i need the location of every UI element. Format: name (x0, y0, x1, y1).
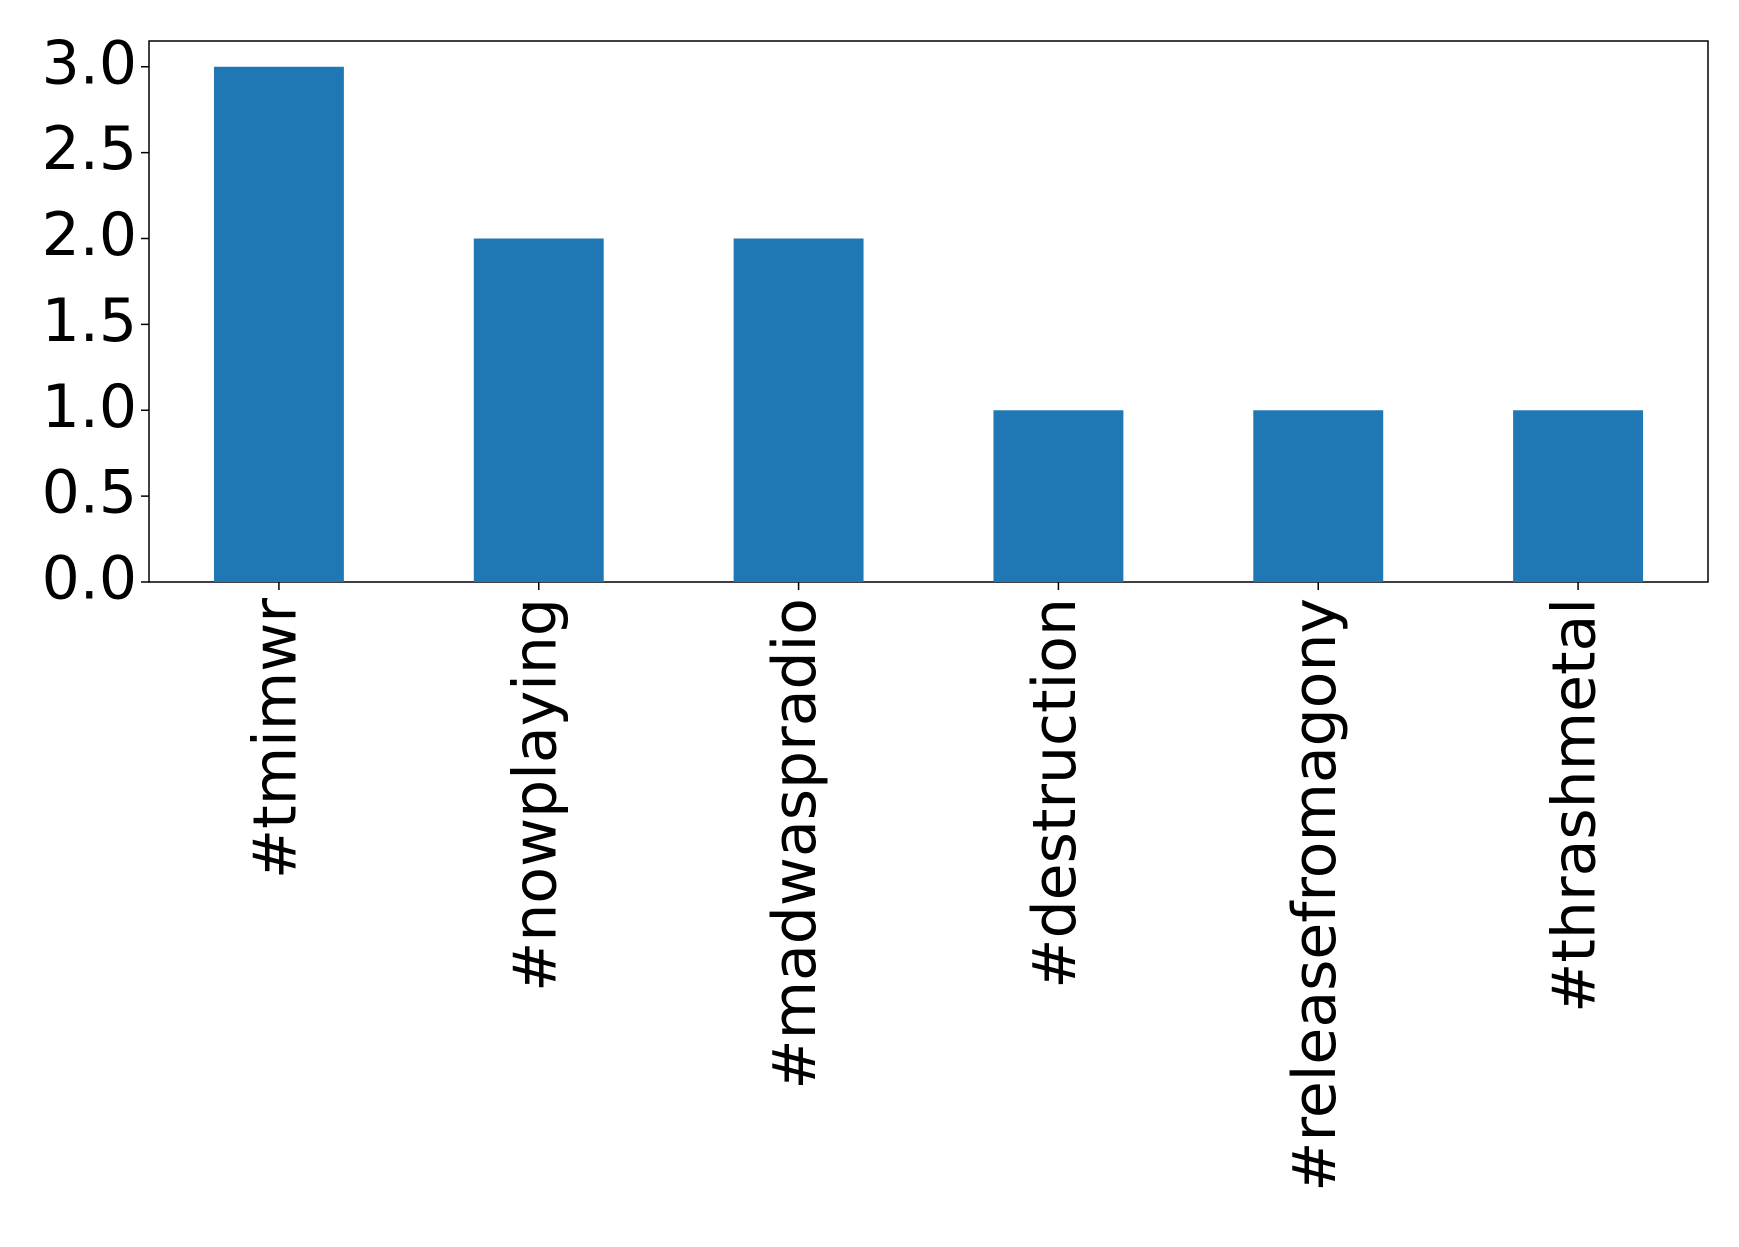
bar (733, 238, 864, 582)
bar (213, 66, 344, 582)
bar (993, 410, 1124, 582)
y-tick-label: 0.5 (42, 458, 137, 528)
x-tick-label: #destruction (1020, 598, 1090, 989)
x-tick-label: #releasefromagony (1280, 598, 1350, 1192)
y-tick-label: 3.0 (42, 28, 137, 98)
y-tick-label: 0.0 (42, 544, 137, 614)
x-tick-label: #nowplaying (500, 598, 570, 992)
y-tick-label: 1.0 (42, 372, 137, 442)
y-tick-label: 2.0 (42, 200, 137, 270)
y-tick-label: 1.5 (42, 286, 137, 356)
y-tick-label: 2.5 (42, 114, 137, 184)
bar (473, 238, 604, 582)
x-tick-label: #thrashmetal (1540, 598, 1610, 1013)
x-tick-label: #madwaspradio (760, 598, 830, 1090)
bar (1513, 410, 1644, 582)
x-tick-label: #tmimwr (241, 598, 311, 879)
plot-frame (148, 40, 1709, 583)
bar (1253, 410, 1384, 582)
